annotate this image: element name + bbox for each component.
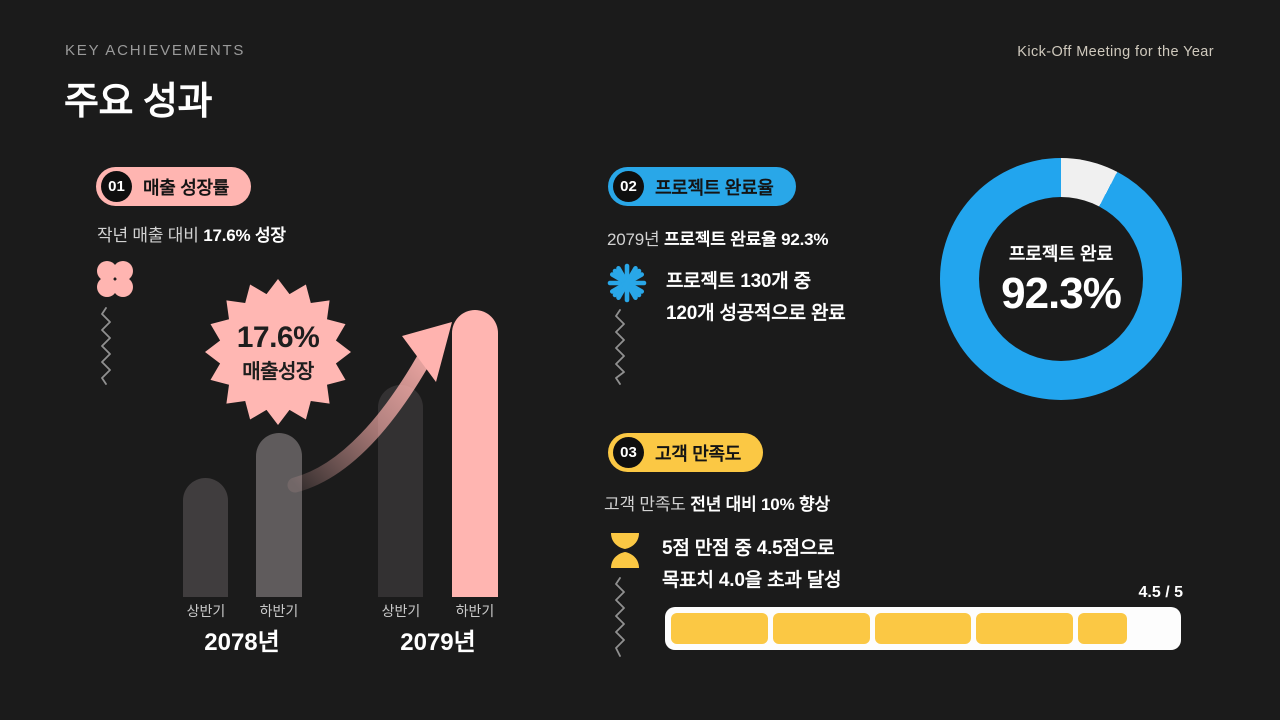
year-label-2078: 2078년 <box>204 629 280 656</box>
donut-center: 프로젝트 완료 92.3% <box>979 197 1143 361</box>
progress-segment <box>1078 613 1175 644</box>
bar-label: 상반기 <box>186 603 226 619</box>
donut-chart: 프로젝트 완료 92.3% <box>940 158 1182 400</box>
customer-subtitle-bold: 전년 대비 10% 향상 <box>690 495 830 514</box>
progress-segment <box>976 613 1074 644</box>
project-body-line2: 120개 성공적으로 완료 <box>666 303 846 324</box>
progress-segment <box>874 613 972 644</box>
section-badge-customer: 03 고객 만족도 <box>608 433 764 472</box>
section-label-customer: 고객 만족도 <box>655 443 742 464</box>
customer-subtitle: 고객 만족도 전년 대비 10% 향상 <box>604 490 830 515</box>
bar-label: 하반기 <box>455 603 495 619</box>
project-subtitle: 2079년 프로젝트 완료율 92.3% <box>607 225 829 250</box>
starburst-shape <box>205 279 351 425</box>
zigzag-line-revenue <box>101 307 111 385</box>
customer-body-line1: 5점 만점 중 4.5점으로 <box>662 538 835 559</box>
revenue-subtitle-bold: 17.6% 성장 <box>203 226 286 245</box>
growth-seal: 17.6% 매출성장 <box>205 279 351 425</box>
growth-arrow-icon <box>287 322 452 493</box>
section-number-customer: 03 <box>613 437 644 468</box>
seal-caption: 매출성장 <box>242 360 314 383</box>
page-title: 주요 성과 <box>64 81 212 123</box>
seal-value: 17.6% <box>236 320 320 354</box>
zigzag-line-customer <box>615 577 625 657</box>
bar-2078-h1 <box>183 478 228 597</box>
section-number-project: 02 <box>613 171 644 202</box>
donut-value: 92.3% <box>1001 268 1122 318</box>
hourglass-icon <box>611 533 639 568</box>
section-label-revenue: 매출 성장률 <box>143 177 230 198</box>
score-label: 4.5 / 5 <box>1138 584 1183 601</box>
revenue-subtitle: 작년 매출 대비 17.6% 성장 <box>97 221 286 246</box>
eyebrow-title: KEY ACHIEVEMENTS <box>65 42 246 59</box>
project-subtitle-bold: 프로젝트 완료율 92.3% <box>663 230 829 249</box>
customer-body-line2: 목표치 4.0을 초과 달성 <box>662 570 842 591</box>
bar-label: 상반기 <box>381 603 421 619</box>
section-badge-project: 02 프로젝트 완료율 <box>608 167 796 206</box>
bar-2079-h2 <box>452 310 498 597</box>
customer-subtitle-plain: 고객 만족도 <box>604 495 691 514</box>
progress-segment <box>671 613 768 644</box>
sparkle-icon <box>607 263 647 303</box>
section-number-revenue: 01 <box>101 171 132 202</box>
flower-icon <box>97 261 133 297</box>
bar-label: 하반기 <box>259 603 299 619</box>
section-label-project: 프로젝트 완료율 <box>655 177 774 198</box>
revenue-subtitle-plain: 작년 매출 대비 <box>97 226 204 245</box>
score-progress <box>665 607 1181 650</box>
bar-2078-h2 <box>256 433 302 597</box>
project-body-line1: 프로젝트 130개 중 <box>666 271 811 292</box>
project-subtitle-plain: 2079년 <box>607 230 664 249</box>
progress-segment <box>772 613 870 644</box>
zigzag-line-project <box>615 309 625 385</box>
year-label-2079: 2079년 <box>400 629 476 656</box>
section-badge-revenue: 01 매출 성장률 <box>96 167 252 206</box>
donut-label: 프로젝트 완료 <box>1008 243 1114 264</box>
meeting-subtitle: Kick-Off Meeting for the Year <box>1017 44 1214 60</box>
